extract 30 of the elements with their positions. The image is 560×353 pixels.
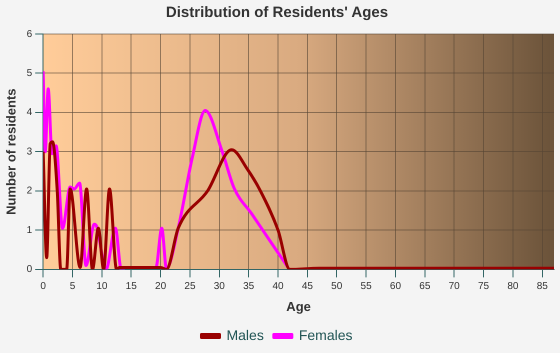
- x-tick-label: 45: [302, 281, 314, 292]
- x-tick-label: 85: [536, 281, 548, 292]
- x-tick-label: 50: [331, 281, 343, 292]
- x-tick-label: 5: [70, 281, 76, 292]
- x-tick-label: 40: [272, 281, 284, 292]
- y-tick-label: 0: [26, 264, 33, 276]
- x-tick-label: 60: [390, 281, 402, 292]
- x-axis-title: Age: [286, 298, 311, 314]
- legend-label: Males: [226, 326, 264, 343]
- x-tick-label: 30: [214, 281, 226, 292]
- chart-title: Distribution of Residents' Ages: [166, 4, 388, 22]
- legend-label: Females: [298, 326, 353, 343]
- x-tick-label: 10: [96, 281, 108, 292]
- y-tick-label: 6: [26, 28, 33, 40]
- x-tick-label: 55: [360, 281, 372, 292]
- y-tick-label: 4: [26, 107, 33, 118]
- x-tick-label: 75: [478, 281, 490, 292]
- y-tick-label: 3: [26, 146, 33, 158]
- x-tick-label: 0: [40, 281, 46, 292]
- x-tick-label: 25: [184, 281, 196, 292]
- x-tick-label: 80: [507, 281, 519, 292]
- x-tick-label: 20: [155, 281, 167, 292]
- y-axis-title: Number of residents: [3, 88, 18, 215]
- x-tick-label: 35: [243, 281, 255, 292]
- y-tick-label: 1: [26, 224, 33, 236]
- x-tick-label: 65: [419, 281, 431, 292]
- y-tick-label: 2: [26, 186, 33, 197]
- y-tick-label: 5: [26, 68, 33, 79]
- x-tick-label: 70: [448, 281, 460, 292]
- x-tick-label: 15: [126, 281, 138, 292]
